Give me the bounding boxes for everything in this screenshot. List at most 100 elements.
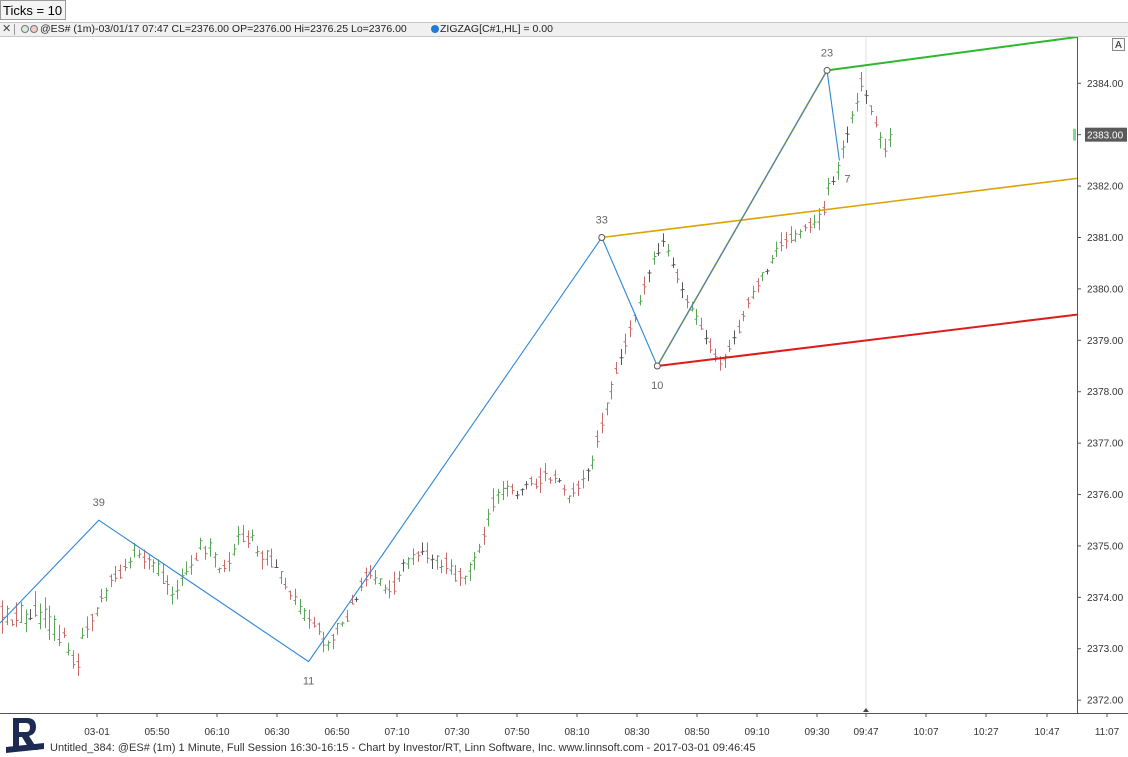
price-bar	[33, 591, 38, 617]
price-bar	[416, 551, 421, 562]
price-bar	[638, 295, 643, 306]
red-status-icon[interactable]	[30, 25, 38, 33]
price-bar	[265, 550, 270, 566]
price-bar	[501, 481, 506, 501]
price-bar	[340, 621, 345, 627]
price-bar	[477, 543, 482, 554]
price-bar	[354, 596, 359, 602]
price-bar	[425, 542, 430, 564]
price-bar	[864, 89, 869, 104]
auto-scale-button[interactable]: A	[1112, 38, 1125, 51]
y-tick-label: 2375.00	[1087, 541, 1124, 552]
price-bar	[727, 339, 732, 353]
price-bar	[113, 565, 118, 582]
price-bar	[449, 559, 454, 575]
price-bar	[430, 554, 435, 570]
price-bar	[373, 570, 378, 585]
pivot-label: 39	[93, 497, 105, 509]
price-bar	[109, 574, 114, 588]
x-tick-label: 03-01	[84, 727, 110, 738]
price-bar	[888, 127, 893, 148]
price-bar	[845, 126, 850, 143]
price-bar	[71, 650, 76, 669]
y-tick-label: 2374.00	[1087, 593, 1124, 604]
price-bar	[817, 208, 822, 231]
price-bar	[420, 542, 425, 556]
price-bar	[142, 549, 147, 570]
price-bar	[553, 469, 558, 484]
price-bar	[312, 616, 317, 628]
price-bar	[746, 297, 751, 309]
y-tick-label: 2372.00	[1087, 696, 1124, 707]
x-tick-label: 09:10	[744, 727, 769, 738]
price-bar	[453, 564, 458, 582]
price-bar	[789, 226, 794, 244]
pivot-marker	[653, 362, 661, 370]
price-bar	[288, 590, 293, 600]
close-icon[interactable]: ✕	[2, 23, 12, 35]
green-status-icon[interactable]	[21, 25, 29, 33]
ticks-box[interactable]: Ticks = 10	[0, 0, 66, 20]
price-bar	[534, 478, 539, 489]
price-bar	[855, 93, 860, 112]
price-bar	[76, 653, 81, 676]
channel-line-bottom	[657, 313, 1078, 367]
price-bar	[694, 308, 699, 325]
price-bar	[175, 579, 180, 600]
pivot-marker	[598, 233, 606, 241]
price-bar	[246, 530, 251, 548]
price-bar	[826, 177, 831, 196]
investor-rt-logo	[5, 716, 45, 754]
price-bar	[756, 278, 761, 293]
price-bar	[406, 557, 411, 570]
y-tick-label: 2380.00	[1087, 284, 1124, 295]
price-tag-marker	[1073, 128, 1076, 141]
x-tick-label: 07:30	[444, 727, 469, 738]
price-bar	[538, 467, 543, 493]
price-bar	[283, 577, 288, 590]
separator	[14, 24, 15, 35]
price-bar	[439, 559, 444, 574]
y-tick-label: 2377.00	[1087, 439, 1124, 450]
price-bar	[586, 468, 591, 482]
current-price-tag	[1085, 127, 1127, 142]
price-bar	[699, 317, 704, 331]
price-bar	[671, 257, 676, 268]
price-bar	[378, 578, 383, 587]
y-tick-label: 2379.00	[1087, 336, 1124, 347]
price-chart[interactable]: 39 11 33 10 23 7 2372.00 2373.00 2374.00 2375.00 2…	[0, 37, 1128, 742]
indicator-dot-icon[interactable]	[431, 25, 439, 33]
price-bar	[605, 402, 610, 416]
price-bar	[482, 526, 487, 545]
price-bar	[751, 285, 756, 300]
price-bar	[628, 320, 633, 338]
price-bar	[623, 333, 628, 355]
price-bar	[831, 176, 836, 186]
price-bar	[208, 538, 213, 557]
price-bar	[137, 549, 142, 559]
pivot-label: 10	[651, 380, 663, 392]
price-bar	[850, 111, 855, 124]
price-bar	[435, 555, 440, 570]
price-bar	[619, 349, 624, 365]
price-bar	[732, 330, 737, 345]
price-bar	[770, 254, 775, 264]
price-bar	[307, 609, 312, 629]
price-bar	[468, 562, 473, 581]
price-bar	[43, 597, 48, 629]
price-bar	[24, 609, 29, 633]
x-tick-label: 10:27	[973, 727, 998, 738]
price-bar	[227, 552, 232, 572]
price-bar	[741, 310, 746, 322]
price-bar	[345, 610, 350, 623]
price-bar	[321, 631, 326, 653]
price-bar	[883, 138, 888, 158]
price-bar	[189, 555, 194, 575]
y-tick-label: 2373.00	[1087, 644, 1124, 655]
price-bar	[859, 71, 864, 92]
price-bar	[165, 575, 170, 595]
x-tick-label: 08:30	[624, 727, 649, 738]
cursor-time-marker	[863, 708, 869, 712]
price-bar	[217, 567, 222, 574]
price-bar	[581, 469, 586, 489]
